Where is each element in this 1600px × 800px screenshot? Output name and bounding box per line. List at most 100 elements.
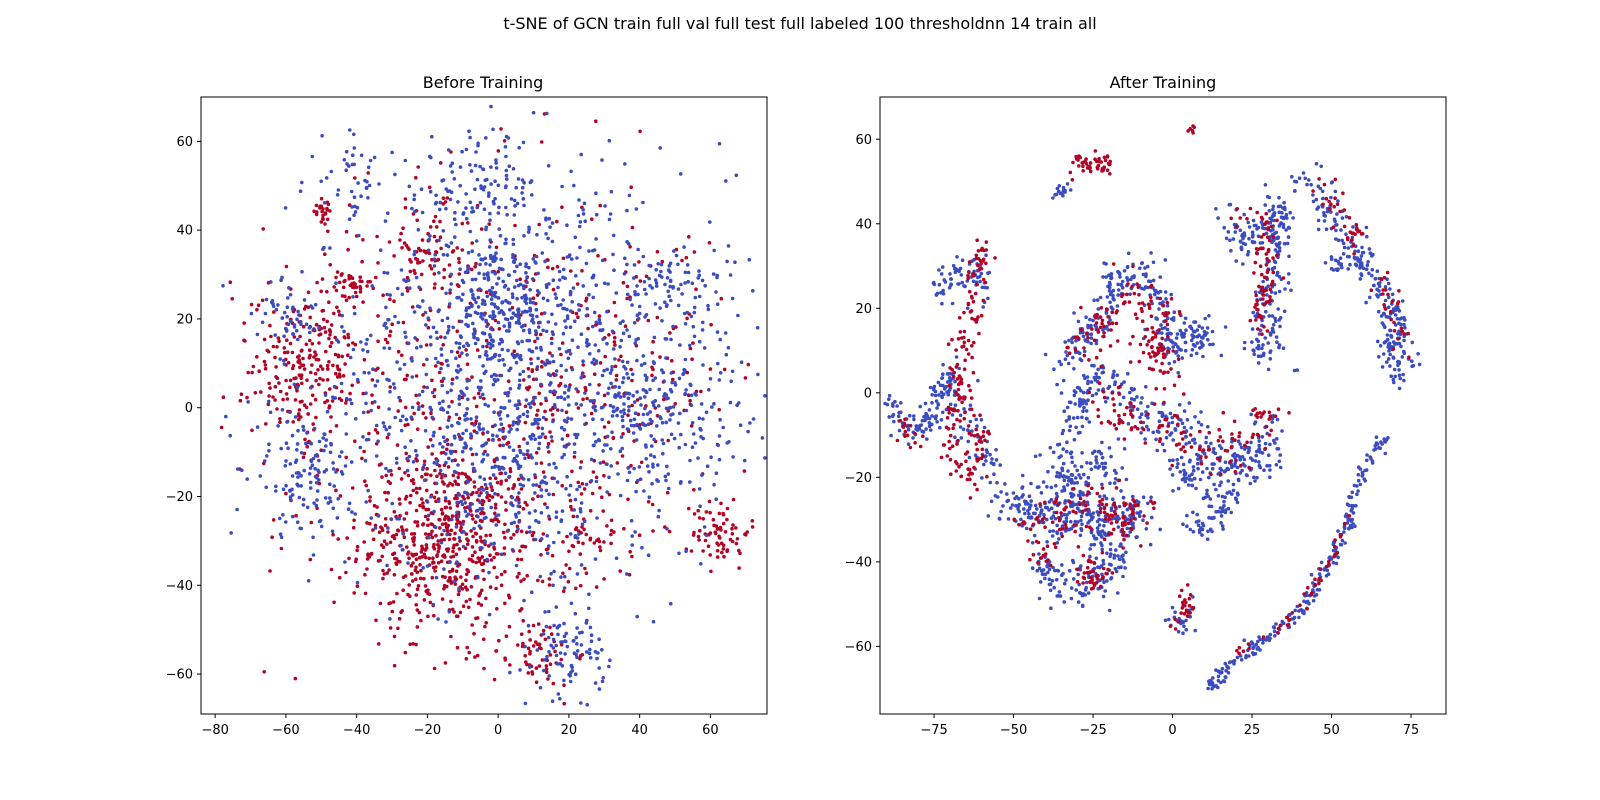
scatter-point: [506, 528, 511, 533]
scatter-point: [417, 610, 422, 615]
scatter-point: [448, 569, 452, 574]
scatter-point: [404, 417, 409, 422]
scatter-point: [428, 189, 433, 194]
scatter-point: [1158, 527, 1162, 532]
scatter-point: [306, 412, 311, 416]
scatter-point: [735, 403, 739, 408]
scatter-point: [370, 378, 375, 382]
scatter-point: [454, 341, 459, 345]
scatter-point: [304, 441, 308, 446]
scatter-point: [438, 200, 443, 205]
scatter-point: [1085, 500, 1090, 505]
scatter-point: [569, 169, 573, 174]
scatter-point: [636, 247, 640, 252]
scatter-point: [388, 601, 393, 605]
scatter-point: [406, 552, 410, 556]
scatter-point: [397, 395, 401, 400]
scatter-point: [574, 402, 579, 406]
scatter-point: [1055, 568, 1060, 573]
scatter-point: [274, 375, 278, 379]
scatter-point: [385, 271, 390, 275]
scatter-point: [462, 393, 467, 397]
scatter-point: [621, 331, 626, 336]
scatter-point: [748, 421, 752, 425]
scatter-point: [242, 321, 246, 325]
scatter-point: [511, 459, 515, 463]
scatter-point: [719, 296, 724, 301]
scatter-point: [620, 414, 625, 419]
scatter-point: [692, 512, 697, 516]
scatter-point: [442, 376, 446, 381]
scatter-point: [328, 429, 333, 434]
scatter-point: [518, 482, 523, 487]
scatter-point: [638, 477, 643, 482]
scatter-point: [452, 580, 457, 584]
scatter-point: [474, 560, 479, 565]
scatter-point: [1062, 520, 1066, 524]
scatter-point: [657, 508, 661, 513]
scatter-point: [458, 165, 463, 169]
scatter-point: [308, 353, 312, 358]
scatter-point: [384, 466, 388, 471]
scatter-point: [499, 405, 503, 410]
scatter-point: [1116, 288, 1121, 292]
scatter-point: [1257, 460, 1261, 464]
scatter-point: [425, 488, 429, 493]
scatter-point: [472, 485, 477, 489]
scatter-point: [575, 487, 579, 492]
scatter-point: [526, 623, 531, 628]
scatter-point: [522, 203, 526, 208]
scatter-point: [353, 204, 357, 209]
scatter-point: [497, 310, 502, 315]
scatter-point: [444, 460, 448, 465]
scatter-point: [1059, 391, 1064, 395]
scatter-point: [507, 164, 512, 168]
scatter-point: [481, 427, 486, 431]
scatter-point: [660, 420, 665, 425]
scatter-point: [346, 507, 351, 512]
scatter-point: [470, 462, 475, 466]
scatter-point: [598, 203, 602, 208]
scatter-point: [334, 470, 338, 474]
scatter-point: [328, 499, 333, 504]
scatter-point: [1030, 566, 1035, 571]
scatter-point: [560, 437, 565, 441]
scatter-point: [506, 348, 510, 353]
scatter-point: [1268, 475, 1272, 480]
scatter-point: [326, 202, 331, 207]
scatter-point: [427, 154, 432, 159]
scatter-point: [685, 263, 690, 267]
scatter-point: [1027, 507, 1032, 511]
scatter-point: [554, 369, 559, 373]
scatter-point: [660, 259, 665, 264]
scatter-point: [906, 427, 911, 432]
scatter-point: [551, 359, 556, 364]
scatter-point: [1071, 355, 1075, 360]
scatter-point: [1061, 461, 1066, 466]
scatter-point: [584, 261, 589, 266]
scatter-point: [267, 394, 271, 398]
scatter-point: [324, 176, 329, 180]
scatter-point: [632, 321, 637, 325]
scatter-point: [1113, 567, 1118, 571]
scatter-point: [296, 337, 300, 342]
scatter-point: [492, 377, 497, 382]
scatter-point: [544, 488, 549, 493]
scatter-point: [626, 497, 630, 502]
scatter-point: [1100, 529, 1105, 533]
scatter-point: [521, 544, 525, 549]
scatter-point: [595, 516, 599, 520]
scatter-point: [582, 519, 587, 524]
scatter-point: [760, 436, 765, 440]
scatter-point: [434, 533, 438, 538]
scatter-point: [976, 378, 980, 383]
scatter-point: [295, 385, 300, 390]
scatter-point: [570, 338, 575, 343]
scatter-point: [464, 599, 469, 604]
scatter-point: [440, 318, 445, 323]
scatter-point: [464, 428, 469, 433]
scatter-point: [551, 419, 555, 424]
scatter-point: [502, 324, 507, 328]
scatter-point: [392, 573, 397, 577]
scatter-point: [406, 473, 411, 478]
